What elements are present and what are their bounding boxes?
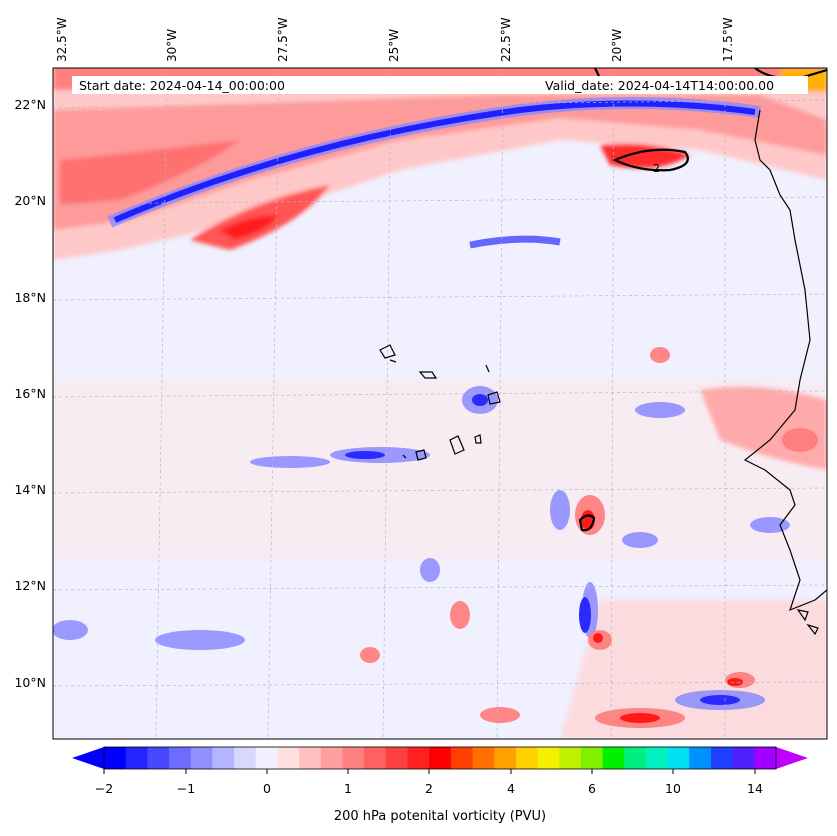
colorbar-segment bbox=[602, 747, 625, 769]
lat-label-16n: 16°N bbox=[14, 386, 46, 401]
colorbar-segment bbox=[472, 747, 495, 769]
colorbar-segment bbox=[429, 747, 452, 769]
colorbar-segment bbox=[125, 747, 148, 769]
colorbar-segment bbox=[364, 747, 387, 769]
cb-tick-label: −2 bbox=[94, 781, 114, 796]
colorbar-segment bbox=[732, 747, 755, 769]
graticule bbox=[53, 68, 827, 739]
cb-tick-label: 10 bbox=[665, 781, 681, 796]
colorbar-segment bbox=[494, 747, 517, 769]
cb-tick-label: 6 bbox=[588, 781, 596, 796]
pv-field: 2 bbox=[53, 68, 827, 739]
colorbar-segment bbox=[342, 747, 365, 769]
colorbar-segment bbox=[754, 747, 777, 769]
colorbar-segment bbox=[234, 747, 257, 769]
colorbar-segment bbox=[689, 747, 712, 769]
lat-label-12n: 12°N bbox=[14, 578, 46, 593]
lat-label-18n: 18°N bbox=[14, 290, 46, 305]
colorbar-segment bbox=[320, 747, 343, 769]
lat-label-20n: 20°N bbox=[14, 193, 46, 208]
contour-label-2: 2 bbox=[653, 162, 660, 175]
map-frame bbox=[52, 67, 828, 740]
cb-tick-label: −1 bbox=[176, 781, 196, 796]
colorbar-segment bbox=[277, 747, 300, 769]
cb-tick-label: 0 bbox=[263, 781, 271, 796]
colorbar-segment bbox=[624, 747, 647, 769]
colorbar-segment bbox=[537, 747, 560, 769]
colorbar-segment bbox=[580, 747, 604, 769]
colorbar-title: 200 hPa potenital vorticity (PVU) bbox=[333, 809, 547, 824]
colorbar-segments bbox=[104, 747, 777, 769]
colorbar-segment bbox=[710, 747, 734, 769]
coastline bbox=[379, 109, 827, 636]
colorbar-segment bbox=[559, 747, 582, 769]
colorbar-extend-max bbox=[776, 747, 808, 769]
cb-tick-label: 4 bbox=[507, 781, 515, 796]
valid-date-label: Valid_date: 2024-04-14T14:00:00.00 bbox=[545, 78, 775, 93]
cb-tick-label: 2 bbox=[425, 781, 433, 796]
lat-label-22n: 22°N bbox=[14, 97, 46, 112]
colorbar-segment bbox=[212, 747, 235, 769]
colorbar-segment bbox=[299, 747, 322, 769]
colorbar-segment bbox=[450, 747, 474, 769]
colorbar-extend-min bbox=[72, 747, 104, 769]
jet-band-core bbox=[113, 100, 756, 223]
colorbar-segment bbox=[385, 747, 408, 769]
lat-label-10n: 10°N bbox=[14, 675, 46, 690]
blue-cores bbox=[345, 394, 740, 705]
colorbar-segment bbox=[645, 747, 669, 769]
colorbar-segment bbox=[169, 747, 192, 769]
start-date-label: Start date: 2024-04-14_00:00:00 bbox=[79, 78, 285, 93]
colorbar-segment bbox=[667, 747, 690, 769]
cb-tick-label: 1 bbox=[344, 781, 352, 796]
lat-label-14n: 14°N bbox=[14, 482, 46, 497]
cb-tick-label: 14 bbox=[747, 781, 763, 796]
colorbar-segment bbox=[407, 747, 430, 769]
colorbar-segment bbox=[147, 747, 170, 769]
colorbar-segment bbox=[515, 747, 539, 769]
colorbar-segment bbox=[190, 747, 213, 769]
colorbar-segment bbox=[104, 747, 127, 769]
colorbar-segment bbox=[255, 747, 278, 769]
date-banner-bg bbox=[72, 76, 808, 94]
